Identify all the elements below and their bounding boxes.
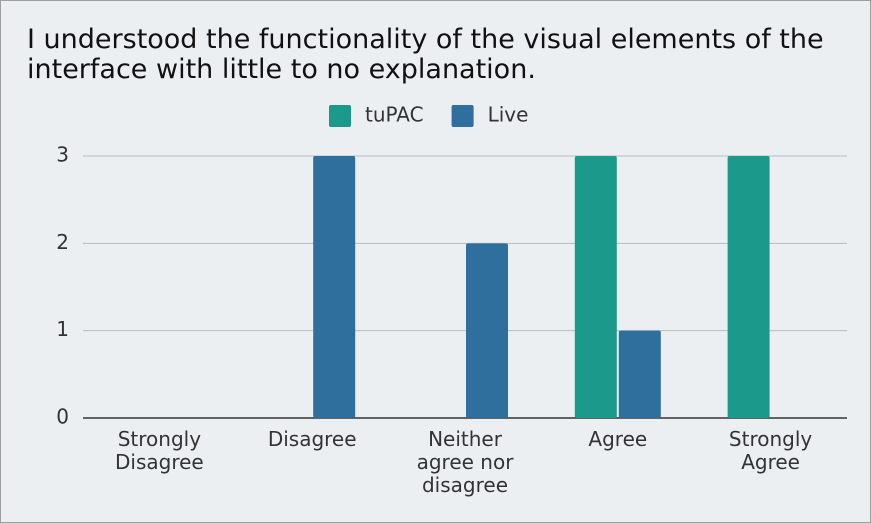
bar [574,156,617,418]
bar [727,156,770,418]
x-tick-label: Agree [588,427,648,451]
x-tick-label: Strongly Agree [728,427,813,474]
y-tick-label: 1 [56,317,69,341]
legend-label: Live [488,103,529,127]
legend-label: tuPAC [365,103,424,127]
bar [618,330,661,418]
x-tick-label: Strongly Disagree [115,427,204,474]
legend-swatch [329,105,351,127]
chart-title: I understood the functionality of the vi… [27,24,824,85]
x-tick-label: Neither agree nor disagree [416,427,514,497]
y-tick-label: 0 [56,405,69,429]
y-tick-label: 3 [56,143,69,167]
x-tick-label: Disagree [267,427,357,451]
bar [313,156,356,418]
legend-swatch [451,105,474,127]
y-tick-label: 2 [56,230,69,254]
bar [466,243,508,418]
